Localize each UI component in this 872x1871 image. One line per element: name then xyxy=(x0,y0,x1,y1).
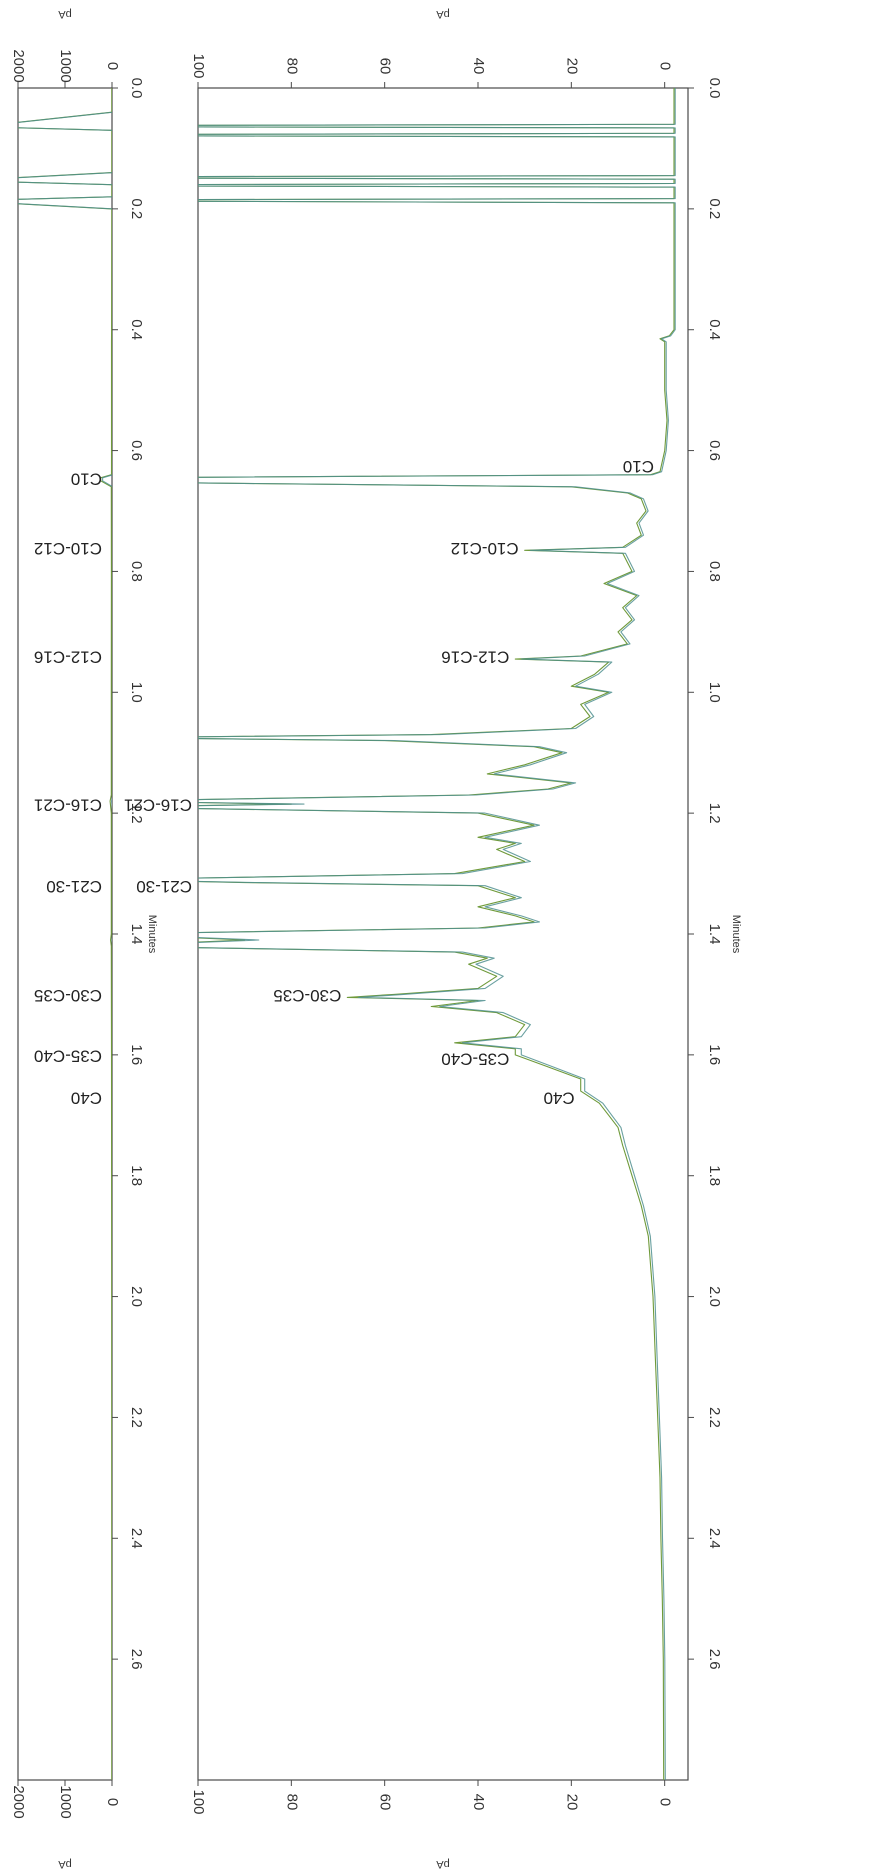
peak-annotation: C10-C12 xyxy=(451,539,519,558)
y-tick-label: 100 xyxy=(190,1789,207,1814)
y-tick-label: 40 xyxy=(470,1794,487,1811)
x-tick-label: 1.2 xyxy=(706,803,723,824)
x-tick-label: 2.4 xyxy=(706,1528,723,1549)
x-tick-label: 2.2 xyxy=(706,1407,723,1428)
x-tick-label: 0.8 xyxy=(706,561,723,582)
x-tick-label: 1.8 xyxy=(706,1165,723,1186)
y-tick-label: 1000 xyxy=(57,1785,74,1818)
y-tick-label: 40 xyxy=(470,58,487,75)
peak-annotation: C12-C16 xyxy=(34,648,102,667)
peak-annotation: C10-C12 xyxy=(34,539,102,558)
x-tick-label: 1.4 xyxy=(706,924,723,945)
x-tick-label: 1.4 xyxy=(128,924,145,945)
x-tick-label: 2.2 xyxy=(128,1407,145,1428)
x-tick-label: 2.6 xyxy=(706,1649,723,1670)
y-tick-label: 0 xyxy=(104,62,121,70)
x-axis-title: Minutes xyxy=(146,915,158,954)
y-tick-label: 60 xyxy=(377,58,394,75)
y-axis-title: pA xyxy=(58,1858,72,1870)
peak-annotation: C10 xyxy=(623,457,654,476)
x-tick-label: 2.0 xyxy=(706,1286,723,1307)
peak-annotation: C30-C35 xyxy=(273,986,341,1005)
x-tick-label: 0.4 xyxy=(706,319,723,340)
x-tick-label: 0.0 xyxy=(706,78,723,99)
peak-annotation: C10 xyxy=(71,469,102,488)
y-axis-title: pA xyxy=(58,8,72,20)
trace-run-1 xyxy=(198,88,675,1780)
peak-annotation: C16-C21 xyxy=(34,796,102,815)
y-tick-label: 80 xyxy=(283,1794,300,1811)
y-tick-label: 20 xyxy=(563,58,580,75)
x-axis-title: Minutes xyxy=(730,915,742,954)
x-tick-label: 2.4 xyxy=(128,1528,145,1549)
x-tick-label: 1.6 xyxy=(706,1044,723,1065)
plot-frame xyxy=(197,87,689,1781)
peak-annotation: C21-30 xyxy=(136,877,192,896)
peak-annotation: C40 xyxy=(71,1089,102,1108)
peak-annotation: C21-30 xyxy=(46,877,102,896)
x-tick-label: 0.0 xyxy=(128,78,145,99)
peak-annotation: C35-C40 xyxy=(34,1046,102,1065)
y-tick-label: 0 xyxy=(657,1798,674,1806)
plot-frame xyxy=(17,87,113,1781)
y-tick-label: 2000 xyxy=(10,1785,27,1818)
x-tick-label: 1.8 xyxy=(128,1165,145,1186)
y-tick-label: 0 xyxy=(104,1798,121,1806)
y-axis-title: pA xyxy=(436,8,450,20)
x-tick-label: 1.6 xyxy=(128,1044,145,1065)
y-tick-label: 20 xyxy=(563,1794,580,1811)
trace-run-1 xyxy=(18,88,112,1780)
x-tick-label: 0.6 xyxy=(706,440,723,461)
x-tick-label: 1.0 xyxy=(706,682,723,703)
overview-chromatogram-panel: 0.0 0.2 0.4 0.6 0.8 1.0 1.2 1.4 1.6 1.8 2.0 2.2 2.4 2… xyxy=(10,8,158,1870)
x-tick-label: 2.0 xyxy=(128,1286,145,1307)
trace-run-2 xyxy=(198,88,676,1780)
y-tick-label: 0 xyxy=(657,62,674,70)
x-tick-label: 0.4 xyxy=(128,319,145,340)
x-tick-label: 0.2 xyxy=(706,198,723,219)
y-tick-label: 60 xyxy=(377,1794,394,1811)
x-tick-label: 1.0 xyxy=(128,682,145,703)
y-tick-label: 1000 xyxy=(57,49,74,82)
y-axis-title: pA xyxy=(436,1858,450,1870)
peak-annotation: C12-C16 xyxy=(441,648,509,667)
x-tick-label: 2.6 xyxy=(128,1649,145,1670)
peak-annotation: C40 xyxy=(543,1089,574,1108)
x-tick-label: 0.8 xyxy=(128,561,145,582)
x-tick-label: 0.6 xyxy=(128,440,145,461)
peak-annotation: C35-C40 xyxy=(441,1049,509,1068)
peak-annotation: C30-C35 xyxy=(34,986,102,1005)
y-tick-label: 2000 xyxy=(10,49,27,82)
peak-annotation: C16-C21 xyxy=(124,796,192,815)
y-tick-label: 100 xyxy=(190,53,207,78)
y-tick-label: 80 xyxy=(283,58,300,75)
x-tick-label: 0.2 xyxy=(128,198,145,219)
zoomed-chromatogram-panel: 0.0 0.2 0.4 0.6 0.8 1.0 1.2 1.4 1.6 1.8 2.0 2.2 2.4 2… xyxy=(124,8,742,1870)
x-tick-label: 1.2 xyxy=(128,803,145,824)
